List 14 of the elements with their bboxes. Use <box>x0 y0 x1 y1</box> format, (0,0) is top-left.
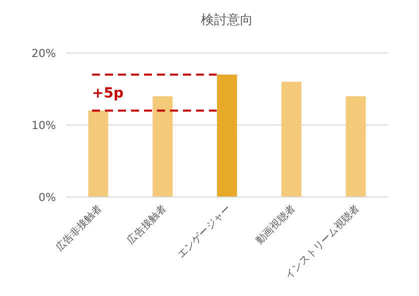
chart-title: 検討意向 <box>201 13 253 28</box>
x-tick-label: 動画視聴者 <box>254 202 298 246</box>
bar <box>217 74 237 197</box>
x-tick-label: 広告非接触者 <box>53 202 104 254</box>
y-tick-label: 20% <box>32 47 56 60</box>
x-tick-label: エンゲージャー <box>176 203 234 261</box>
y-tick-label: 0% <box>38 191 56 204</box>
x-tick-label: 広告接触者 <box>124 202 169 246</box>
bar <box>281 82 302 197</box>
annotation: +5p <box>92 86 124 102</box>
y-tick-label: 10% <box>32 119 56 132</box>
bar <box>88 110 108 197</box>
bar <box>152 96 173 197</box>
bar <box>346 96 366 197</box>
